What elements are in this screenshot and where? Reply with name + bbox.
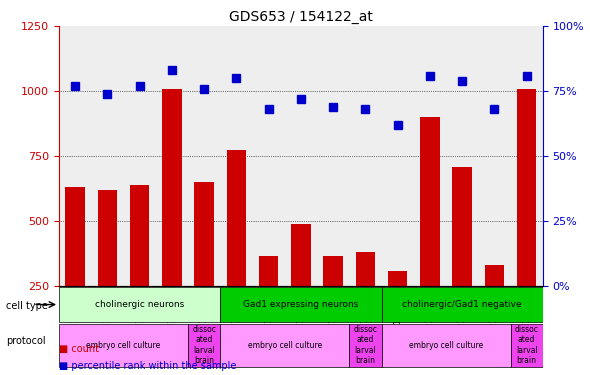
Bar (453, 166, 472, 286)
Bar (195, 182, 214, 286)
Text: cholinergic/Gad1 negative: cholinergic/Gad1 negative (402, 300, 522, 309)
FancyBboxPatch shape (510, 324, 543, 367)
Text: dissoc
ated
larval
brain: dissoc ated larval brain (353, 325, 378, 365)
FancyBboxPatch shape (382, 287, 543, 322)
Bar (356, 252, 375, 286)
Text: cell type: cell type (6, 301, 48, 310)
FancyBboxPatch shape (59, 324, 188, 367)
Text: dissoc
ated
larval
brain: dissoc ated larval brain (514, 325, 539, 365)
Bar (259, 256, 278, 286)
Bar (517, 88, 536, 286)
Text: cholinergic neurons: cholinergic neurons (95, 300, 184, 309)
Text: embryo cell culture: embryo cell culture (86, 340, 160, 350)
Bar (388, 271, 407, 286)
Text: ■ count: ■ count (59, 344, 99, 354)
Text: ■ percentile rank within the sample: ■ percentile rank within the sample (59, 361, 237, 371)
Title: GDS653 / 154122_at: GDS653 / 154122_at (229, 10, 373, 24)
FancyBboxPatch shape (349, 324, 382, 367)
Bar (485, 266, 504, 286)
FancyBboxPatch shape (220, 287, 382, 322)
Bar (162, 88, 182, 286)
Text: Gad1 expressing neurons: Gad1 expressing neurons (243, 300, 359, 309)
Bar (227, 150, 246, 286)
FancyBboxPatch shape (220, 324, 349, 367)
Bar (98, 190, 117, 286)
Bar (130, 185, 149, 286)
Bar (291, 224, 310, 286)
FancyBboxPatch shape (382, 324, 510, 367)
Bar (420, 117, 440, 286)
Text: embryo cell culture: embryo cell culture (409, 340, 483, 350)
Bar (323, 256, 343, 286)
Text: embryo cell culture: embryo cell culture (248, 340, 322, 350)
FancyBboxPatch shape (59, 287, 220, 322)
Text: dissoc
ated
larval
brain: dissoc ated larval brain (192, 325, 216, 365)
Text: protocol: protocol (6, 336, 45, 346)
Bar (65, 188, 85, 286)
FancyBboxPatch shape (188, 324, 220, 367)
